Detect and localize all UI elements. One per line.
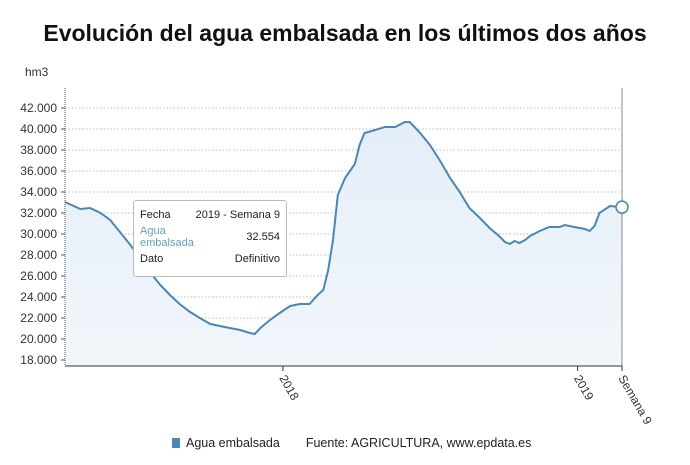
source-note: Fuente: AGRICULTURA, www.epdata.es bbox=[305, 436, 532, 450]
y-tick-label: 22.000 bbox=[20, 311, 57, 325]
chart-title: Evolución del agua embalsada en los últi… bbox=[43, 20, 647, 46]
x-tick-label: 2018 bbox=[276, 373, 302, 403]
y-axis-label: hm3 bbox=[25, 65, 49, 79]
y-tick-label: 20.000 bbox=[20, 332, 57, 346]
y-tick-label: 24.000 bbox=[20, 290, 57, 304]
y-tick-label: 18.000 bbox=[20, 353, 57, 367]
y-tick-label: 30.000 bbox=[20, 227, 57, 241]
y-tick-label: 38.000 bbox=[20, 143, 57, 157]
y-tick-label: 36.000 bbox=[20, 164, 57, 178]
hover-marker[interactable] bbox=[615, 200, 629, 214]
y-tick-label: 40.000 bbox=[20, 122, 57, 136]
y-tick-label: 28.000 bbox=[20, 248, 57, 262]
y-tick-label: 26.000 bbox=[20, 269, 57, 283]
tooltip: Fecha 2019 - Semana 9 Agua embalsada 32.55… bbox=[133, 200, 287, 277]
tooltip-fecha-label: Fecha bbox=[140, 209, 171, 221]
tooltip-dato-value: Definitivo bbox=[234, 253, 280, 265]
x-tick-label: 2019 bbox=[571, 373, 597, 403]
series-line bbox=[64, 121, 623, 336]
tooltip-fecha-value: 2019 - Semana 9 bbox=[195, 209, 280, 221]
legend-series-label[interactable]: Agua embalsada bbox=[186, 436, 280, 450]
tooltip-agua-label: Agua embalsada bbox=[140, 225, 194, 249]
legend: Agua embalsada Fuente: AGRICULTURA, www.… bbox=[172, 436, 531, 450]
tooltip-agua-value: 32.554 bbox=[246, 231, 280, 243]
series-area bbox=[65, 122, 622, 366]
y-tick-label: 32.000 bbox=[20, 206, 57, 220]
y-tick-label: 42.000 bbox=[20, 101, 57, 115]
tooltip-dato-label: Dato bbox=[140, 253, 164, 265]
legend-swatch bbox=[172, 438, 180, 448]
x-tick-label: Semana 9 bbox=[615, 373, 655, 428]
y-tick-label: 34.000 bbox=[20, 185, 57, 199]
